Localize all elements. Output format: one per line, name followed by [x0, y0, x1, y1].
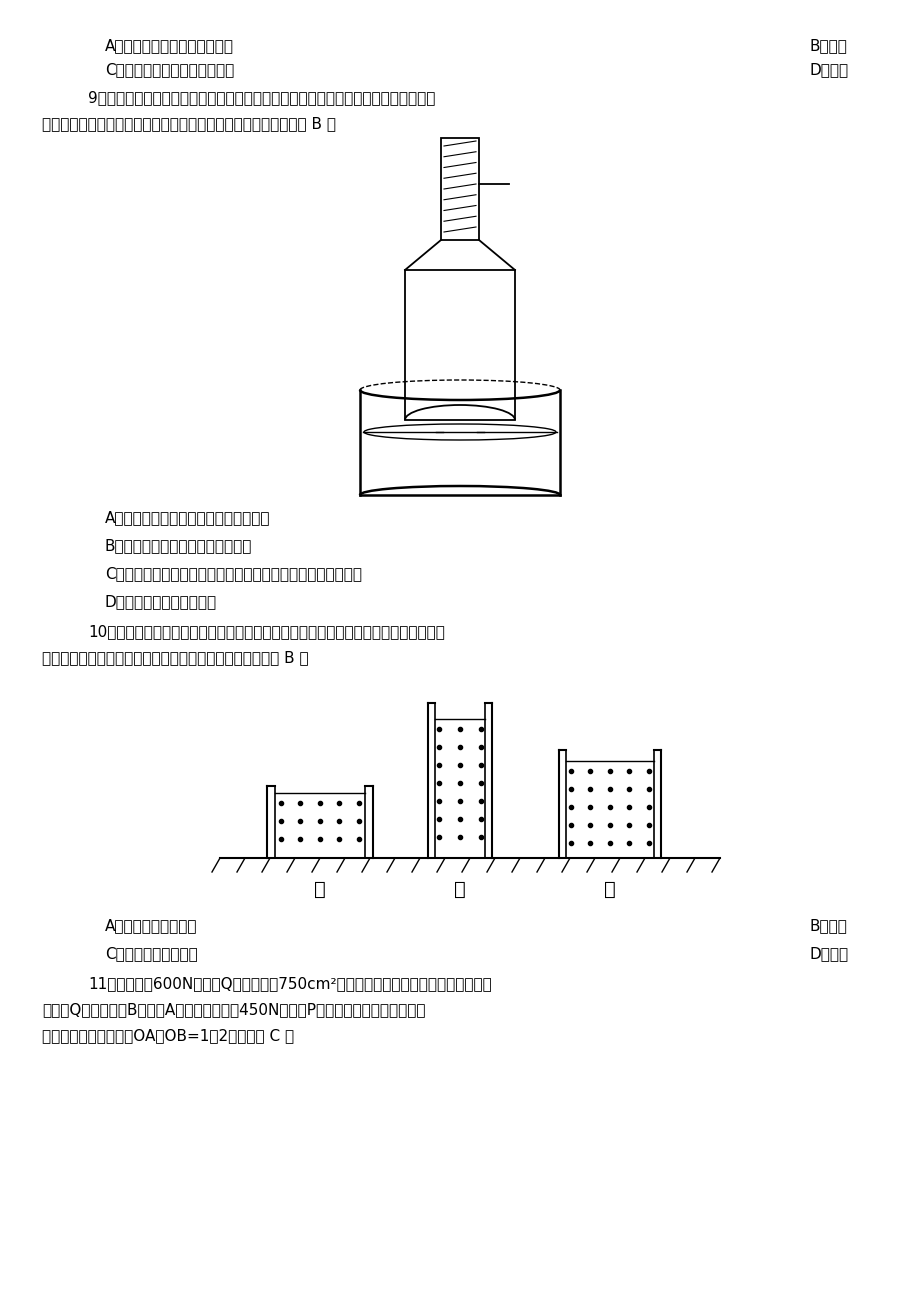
- Text: A．甲球的质量小于乙球的质量: A．甲球的质量小于乙球的质量: [105, 38, 233, 53]
- Text: 乙: 乙: [454, 880, 465, 898]
- Text: 体压强相等，那么甲、乙、丙三个容器中装的液体分别是（ B ）: 体压强相等，那么甲、乙、丙三个容器中装的液体分别是（ B ）: [42, 650, 308, 665]
- Text: A．瓶中的水将全部流出，瓶子变成空的: A．瓶中的水将全部流出，瓶子变成空的: [105, 510, 270, 525]
- Text: C．甲球的体积小于乙球的体积: C．甲球的体积小于乙球的体积: [105, 62, 234, 77]
- Text: 丙: 丙: [604, 880, 615, 898]
- Text: C．露出水面的那段瓶子是空的，浸在水面下的那段瓶子里有水: C．露出水面的那段瓶子是空的，浸在水面下的那段瓶子里有水: [105, 566, 361, 581]
- Text: B．瓶中的水不流出，瓶中仍充满水: B．瓶中的水不流出，瓶中仍充满水: [105, 538, 252, 553]
- Text: 10．如图所示，甲、乙、丙三个容器中分别盛有水银、盐水、酒精，容器底却受到的液: 10．如图所示，甲、乙、丙三个容器中分别盛有水银、盐水、酒精，容器底却受到的液: [88, 624, 445, 639]
- Bar: [404, 270, 515, 421]
- Text: 9．如图，把装满水的瓶子口朝下放置浸没水中。将瓶子慢慢向上提起，当瓶子有一部: 9．如图，把装满水的瓶子口朝下放置浸没水中。将瓶子慢慢向上提起，当瓶子有一部: [88, 90, 435, 105]
- Text: 11．一个重为600N的物体Q的底面积为750cm²，将其放在水平地面上。如图所示，现: 11．一个重为600N的物体Q的底面积为750cm²，将其放在水平地面上。如图所…: [88, 976, 492, 991]
- Text: D．无法确定瓶内是否有水: D．无法确定瓶内是否有水: [105, 594, 217, 609]
- Bar: [440, 138, 479, 240]
- Text: C．盐水、水银、酒精: C．盐水、水银、酒精: [105, 947, 198, 961]
- Text: B．甲球: B．甲球: [809, 38, 847, 53]
- Text: B．水银: B．水银: [809, 918, 847, 934]
- Text: 甲: 甲: [313, 880, 325, 898]
- Text: 将物体Q挂在杠杆的B端，在A端悬挂一个重为450N的物体P使杠杆在水平位置平衡，忽: 将物体Q挂在杠杆的B端，在A端悬挂一个重为450N的物体P使杠杆在水平位置平衡，…: [42, 1003, 425, 1017]
- Text: 略杠杆自重的影响，若OA：OB=1：2，那么（ C ）: 略杠杆自重的影响，若OA：OB=1：2，那么（ C ）: [42, 1029, 294, 1043]
- Text: D．甲球: D．甲球: [809, 62, 848, 77]
- Text: 分已从水中提出，但瓶口依然在水面下时，下列说法中正确的是（ B ）: 分已从水中提出，但瓶口依然在水面下时，下列说法中正确的是（ B ）: [42, 116, 335, 132]
- Text: D．酒精: D．酒精: [809, 947, 848, 961]
- Text: A．水银、盐水、酒精: A．水银、盐水、酒精: [105, 918, 198, 934]
